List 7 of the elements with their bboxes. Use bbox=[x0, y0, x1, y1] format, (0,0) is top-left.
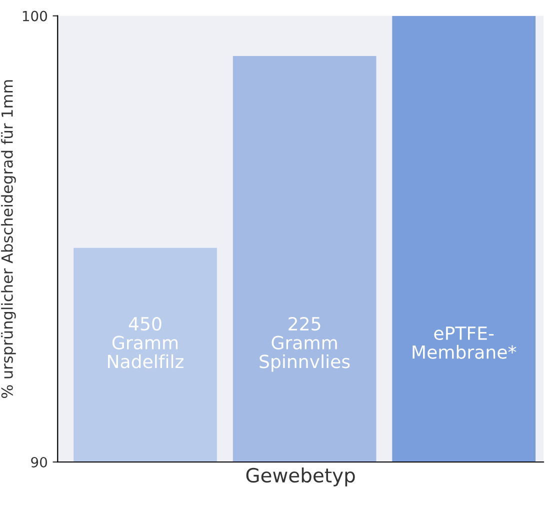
x-tick-label: 225 Gramm Spinnvlies bbox=[260, 316, 350, 372]
y-axis-title: % ursprünglicher Abscheidegrad für 1mm bbox=[1, 80, 16, 398]
x-axis-title: Gewebetyp bbox=[246, 468, 355, 486]
y-tick-label: 100 bbox=[22, 10, 47, 22]
x-tick-label: ePTFE- Membrane* bbox=[412, 326, 516, 359]
x-tick-label: 450 Gramm Nadelfilz bbox=[108, 316, 184, 368]
y-tick-label: 90 bbox=[31, 456, 47, 468]
